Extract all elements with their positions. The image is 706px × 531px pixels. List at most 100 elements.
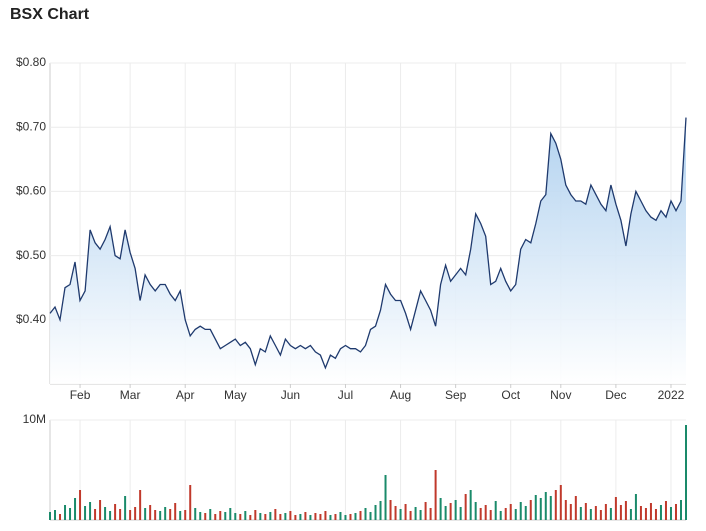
volume-bar: [379, 501, 382, 520]
volume-bar: [204, 513, 207, 520]
volume-bar: [454, 500, 457, 520]
volume-bar: [74, 498, 77, 520]
volume-bar: [364, 508, 367, 520]
volume-bar: [394, 506, 397, 520]
volume-bar: [514, 509, 517, 520]
volume-bar: [49, 512, 51, 520]
volume-bar: [139, 490, 142, 520]
volume-bar: [104, 507, 107, 520]
volume-bar: [499, 511, 502, 520]
x-tick-label: Dec: [605, 388, 626, 402]
volume-bar: [614, 497, 617, 520]
volume-bar: [329, 515, 332, 520]
volume-bar: [624, 501, 627, 520]
volume-bar: [174, 503, 177, 520]
volume-bar: [599, 510, 602, 520]
volume-bar: [519, 502, 522, 520]
volume-bar: [54, 510, 57, 520]
price-area: [50, 117, 686, 384]
volume-bar: [534, 495, 537, 520]
x-tick-label: Feb: [70, 388, 91, 402]
y-tick-label: $0.50: [16, 248, 46, 262]
volume-bar: [554, 490, 557, 520]
volume-bar: [609, 508, 612, 520]
volume-bar: [84, 506, 87, 520]
volume-bar: [159, 511, 162, 520]
volume-bar: [274, 509, 277, 520]
volume-bar: [669, 507, 672, 520]
volume-bar: [489, 510, 492, 520]
volume-bar: [144, 508, 147, 520]
volume-bar: [424, 502, 427, 520]
y-tick-label: 10M: [23, 412, 46, 426]
volume-bar: [294, 515, 297, 520]
volume-bar: [339, 512, 342, 520]
volume-bar: [214, 514, 217, 520]
volume-bar: [79, 490, 82, 520]
volume-bar: [234, 513, 237, 520]
volume-bar: [569, 504, 572, 520]
volume-bar: [469, 490, 472, 520]
volume-bar: [254, 510, 257, 520]
volume-bar: [309, 515, 312, 520]
price-line: [49, 117, 687, 370]
volume-bar: [674, 504, 677, 520]
volume-bar: [64, 505, 67, 520]
volume-bar: [629, 509, 632, 520]
volume-bar: [649, 503, 652, 520]
volume-bar: [149, 505, 152, 520]
volume-bar: [319, 514, 322, 520]
volume-bar: [439, 498, 442, 520]
x-tick-label: 2022: [658, 388, 685, 402]
volume-bar: [119, 509, 122, 520]
volume-bar: [94, 509, 97, 520]
volume-bar: [564, 500, 567, 520]
volume-bar: [349, 514, 352, 520]
volume-bar: [619, 505, 622, 520]
volume-bar: [449, 503, 452, 520]
volume-bar: [89, 502, 92, 520]
volume-bar: [299, 514, 302, 520]
volume-bar: [194, 508, 197, 520]
volume-bar: [284, 513, 287, 520]
chart-title: BSX Chart: [10, 6, 90, 23]
volume-bar: [659, 505, 662, 520]
volume-bar: [414, 507, 417, 520]
volume-bar: [69, 508, 72, 520]
volume-bar: [474, 502, 477, 520]
volume-bar: [539, 498, 542, 520]
volume-bar: [419, 510, 422, 520]
volume-bar: [189, 485, 192, 520]
volume-bar: [264, 514, 267, 520]
volume-bar: [259, 513, 262, 520]
volume-bar: [209, 509, 212, 520]
x-tick-label: May: [224, 388, 247, 402]
volume-bar: [124, 496, 127, 520]
volume-bar: [369, 512, 372, 520]
volume-bar: [314, 513, 317, 520]
volume-bar: [464, 494, 467, 520]
volume-bar: [279, 514, 282, 520]
volume-bar: [334, 514, 337, 520]
volume-bar: [244, 511, 247, 520]
volume-bar: [224, 512, 227, 520]
volume-bar: [179, 511, 182, 520]
volume-bar: [269, 512, 272, 520]
volume-bar: [304, 512, 307, 520]
volume-bar: [604, 504, 607, 520]
x-tick-label: Oct: [501, 388, 520, 402]
volume-bar: [664, 501, 667, 520]
volume-bar: [129, 510, 132, 520]
volume-bar: [494, 501, 497, 520]
volume-bar: [479, 508, 482, 520]
volume-bar: [434, 470, 437, 520]
volume-bar: [504, 508, 507, 520]
volume-bar: [654, 509, 657, 520]
volume-bar: [389, 500, 392, 520]
volume-bar: [359, 511, 362, 520]
volume-bar: [249, 515, 252, 520]
volume-bar: [579, 507, 582, 520]
x-tick-label: Jul: [338, 388, 353, 402]
volume-bar: [229, 508, 232, 520]
